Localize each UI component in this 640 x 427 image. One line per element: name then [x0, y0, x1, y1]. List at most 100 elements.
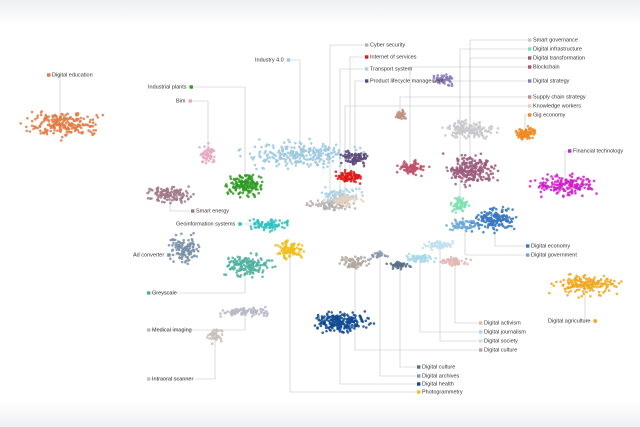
cluster-point: [581, 194, 584, 197]
cluster-point: [286, 151, 290, 154]
cluster-point: [47, 115, 50, 118]
cluster-point: [414, 258, 418, 261]
cluster-point: [582, 276, 586, 279]
cluster-point: [518, 128, 521, 131]
cluster-point: [565, 179, 569, 183]
cluster-point: [320, 158, 323, 161]
cluster-point: [423, 258, 427, 262]
cluster-point: [192, 242, 195, 246]
label-marker: [188, 99, 192, 103]
cluster-point: [403, 112, 407, 115]
cluster-point: [574, 191, 577, 195]
cluster-point: [555, 183, 558, 186]
cluster-point: [471, 177, 474, 181]
cluster-point: [237, 262, 240, 266]
cluster-point: [251, 178, 254, 182]
cluster-point: [89, 130, 92, 134]
cluster-point: [58, 117, 62, 120]
cluster-point: [331, 159, 335, 163]
cluster-point: [184, 189, 188, 193]
cluster-point: [615, 292, 619, 296]
cluster-point: [363, 256, 367, 259]
cluster-point: [282, 141, 286, 144]
cluster-point: [433, 80, 436, 84]
cluster-point: [180, 257, 184, 261]
cluster-point: [473, 125, 476, 129]
cluster-point: [405, 169, 409, 173]
cluster-point: [364, 260, 367, 263]
cluster-point: [550, 282, 553, 286]
cluster-point: [482, 126, 486, 129]
cluster-point: [342, 190, 345, 193]
cluster-point: [425, 256, 429, 260]
cluster-point: [285, 155, 289, 158]
cluster-point: [322, 159, 326, 163]
cluster-point: [192, 192, 195, 196]
cluster-point: [463, 262, 466, 266]
cluster-point: [246, 309, 249, 313]
cluster-point: [376, 255, 380, 259]
cluster-point: [340, 256, 344, 259]
cluster-point: [496, 219, 500, 222]
cluster-point: [529, 132, 533, 136]
cluster-point: [333, 321, 336, 324]
cluster-point: [181, 242, 184, 245]
cluster-point: [480, 162, 484, 166]
cluster-label: Smart governance: [533, 37, 578, 43]
cluster-point: [354, 148, 358, 152]
cluster-point: [259, 187, 263, 191]
cluster-point: [334, 170, 338, 173]
cluster-point: [481, 178, 484, 182]
cluster-point: [454, 128, 458, 131]
cluster-point: [179, 199, 183, 202]
cluster-point: [166, 194, 170, 198]
cluster-point: [332, 197, 336, 200]
cluster-point: [340, 313, 344, 317]
cluster-point: [581, 290, 585, 293]
cluster-point: [181, 244, 184, 247]
cluster-point: [363, 310, 367, 313]
cluster-point: [254, 222, 257, 226]
cluster-point: [602, 274, 606, 278]
cluster-point: [84, 123, 88, 126]
cluster-point: [187, 248, 190, 252]
cluster-point: [324, 186, 327, 189]
cluster-point: [506, 219, 510, 222]
cluster-point: [487, 179, 491, 182]
cluster-point: [294, 164, 298, 167]
cluster-point: [264, 223, 267, 226]
cluster-point: [302, 148, 305, 152]
cluster-point: [265, 313, 269, 317]
cluster-point: [418, 167, 422, 170]
cluster-label: Product lifecycle management: [370, 78, 444, 84]
cluster-point: [268, 156, 272, 159]
cluster-point: [340, 193, 343, 196]
leader-line: [439, 245, 481, 342]
cluster-point: [148, 187, 151, 191]
cluster-point: [196, 243, 200, 247]
cluster-point: [597, 282, 600, 285]
cluster-point: [439, 260, 442, 264]
cluster-label: Digital activism: [484, 320, 521, 326]
cluster-point: [590, 286, 594, 290]
cluster-point: [526, 125, 530, 128]
cluster-point: [474, 170, 477, 174]
cluster-point: [617, 282, 621, 285]
cluster-point: [455, 203, 459, 206]
cluster-point: [350, 323, 354, 327]
label-marker: [417, 382, 421, 386]
cluster-point: [395, 170, 399, 174]
cluster-point: [341, 204, 345, 208]
cluster-point: [337, 322, 341, 326]
cluster-point: [396, 265, 399, 269]
cluster-point: [228, 261, 231, 264]
label-marker: [593, 319, 597, 323]
cluster-point: [76, 112, 80, 115]
cluster-point: [355, 322, 359, 326]
cluster-point: [570, 279, 573, 283]
cluster-point: [407, 252, 411, 256]
cluster-point: [474, 162, 478, 166]
cluster-point: [497, 214, 500, 218]
cluster-point: [49, 129, 52, 133]
cluster-point: [281, 242, 284, 245]
